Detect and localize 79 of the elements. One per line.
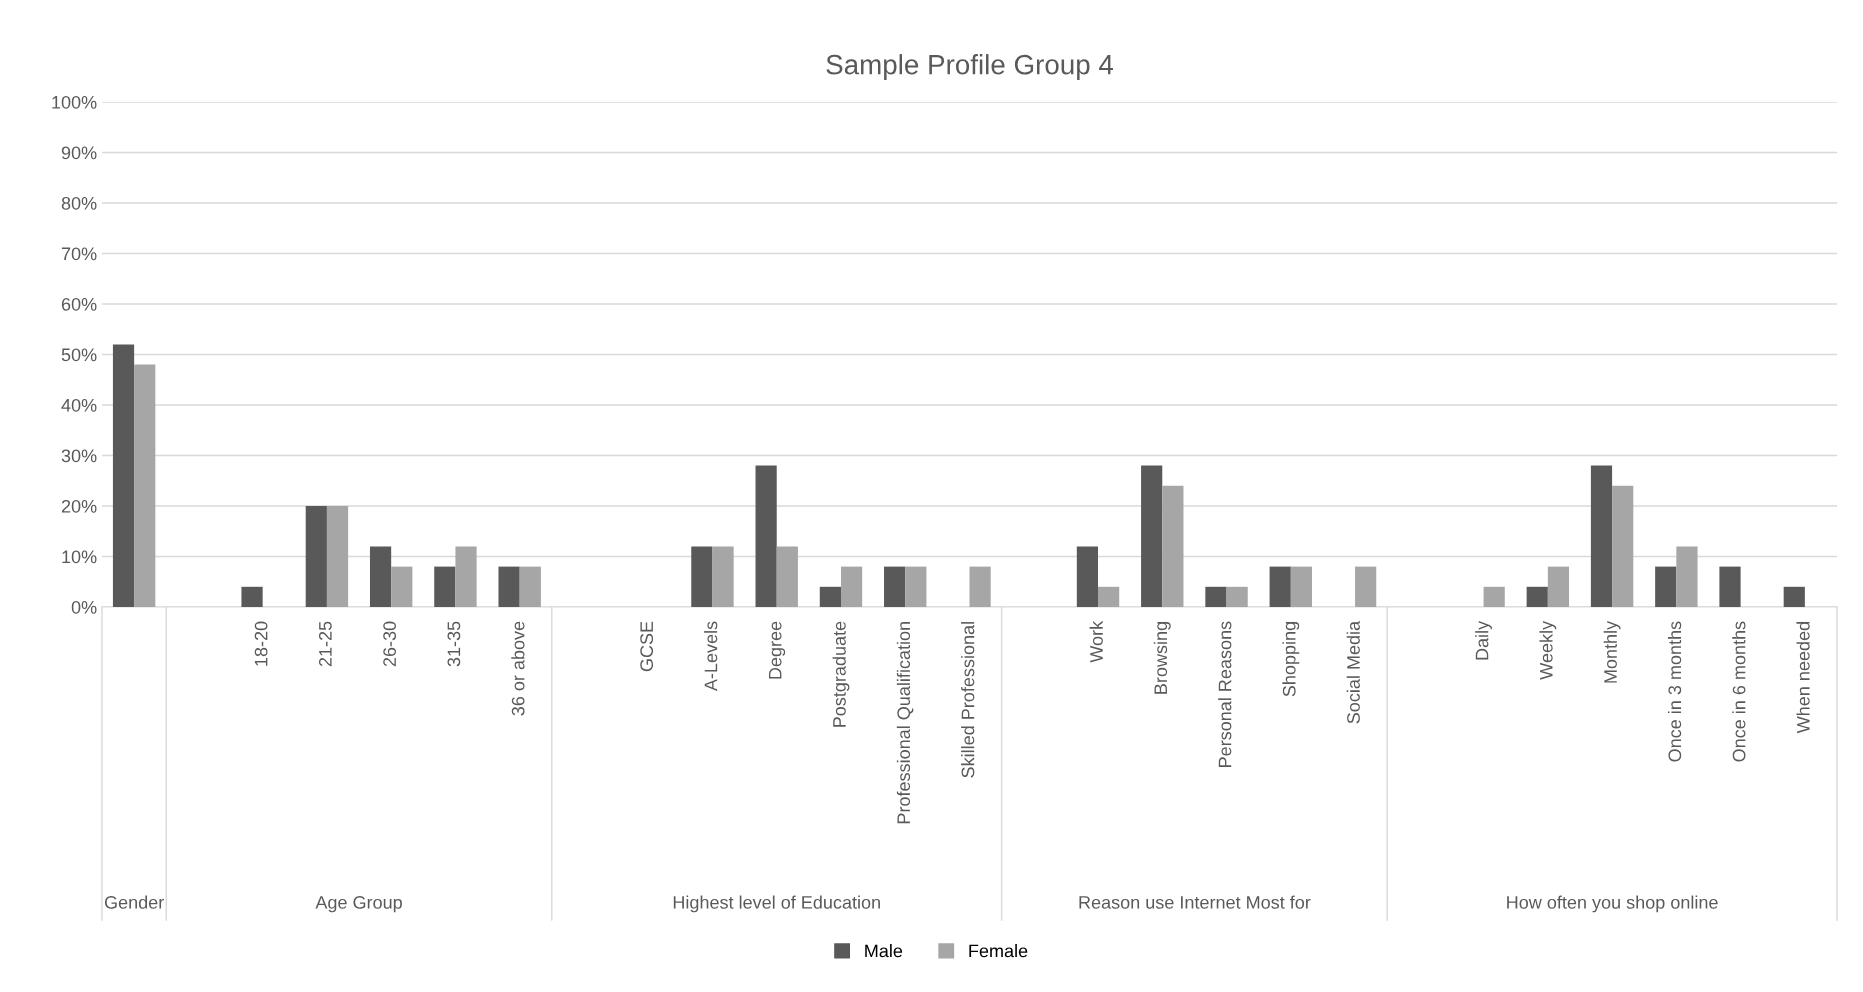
y-tick-label: 80% <box>61 196 97 210</box>
bar <box>1098 586 1120 607</box>
text: Age Group <box>315 896 402 913</box>
bar <box>1676 546 1698 607</box>
bar <box>1655 566 1677 607</box>
y-tick-label: 70% <box>61 247 97 261</box>
bar <box>969 566 991 607</box>
chart-title: Sample Profile Group 4 <box>826 54 1114 80</box>
x-tick-label: Professional Qualification <box>896 622 914 824</box>
bar <box>1612 485 1634 607</box>
y-tick-label: 20% <box>61 499 97 513</box>
x-tick-label: Browsing <box>1153 622 1171 694</box>
bar <box>434 566 456 607</box>
y-tick-label: 90% <box>61 146 97 160</box>
x-tick-label: Monthly <box>1603 620 1621 683</box>
x-tick-label: Postgraduate <box>832 621 850 727</box>
y-tick-label: 30% <box>61 449 97 463</box>
bar <box>1783 586 1805 607</box>
bar <box>112 344 135 607</box>
x-tick-label: 26-30 <box>383 621 397 667</box>
bar <box>691 546 713 607</box>
bar <box>1719 566 1741 607</box>
bar <box>905 566 927 607</box>
bar <box>1226 586 1248 607</box>
legend-label: Female <box>969 944 1028 958</box>
bar <box>755 465 777 607</box>
y-tick-label: 60% <box>61 297 97 311</box>
x-tick-label: Shopping <box>1282 622 1300 697</box>
x-tick-label: Skilled Professional <box>961 622 975 778</box>
x-tick-label: Work <box>1089 620 1103 663</box>
bar <box>1141 465 1163 607</box>
x-tick-label: 36 or above <box>511 621 525 716</box>
bar <box>840 566 863 607</box>
y-tick-label: 40% <box>61 398 97 412</box>
text: Gender <box>104 895 164 909</box>
bar <box>776 546 798 607</box>
text: Highest level of Education <box>673 895 880 913</box>
y-tick-label: 100% <box>52 95 97 109</box>
bar <box>1590 465 1613 607</box>
bar <box>1162 485 1184 607</box>
x-tick-label: 18-20 <box>254 621 268 666</box>
text: How often you shop online <box>1507 895 1718 913</box>
y-tick-label: 10% <box>62 550 97 564</box>
x-tick-label: Weekly <box>1539 620 1557 680</box>
bar <box>326 506 349 607</box>
bar <box>455 546 477 607</box>
bar <box>519 566 541 607</box>
bar <box>884 566 906 607</box>
x-tick-label: 21-25 <box>318 621 332 667</box>
x-tick-label: Once in 3 months <box>1667 621 1682 762</box>
bar <box>1526 586 1548 607</box>
bar <box>1547 566 1570 607</box>
bar <box>1483 586 1505 607</box>
bar <box>305 506 327 607</box>
x-tick-label: Personal Reasons <box>1218 621 1232 767</box>
x-tick-label: Daily <box>1475 620 1492 660</box>
bar <box>819 586 841 607</box>
x-tick-label: A-Levels <box>704 621 718 692</box>
bar <box>498 566 520 607</box>
x-tick-label: Social Media <box>1346 620 1360 724</box>
x-tick-label: 31-35 <box>447 621 461 667</box>
bar <box>1205 586 1227 607</box>
x-tick-label: Once in 6 months <box>1732 621 1746 762</box>
bar <box>369 546 392 607</box>
legend-label: Male <box>865 944 903 958</box>
y-tick-label: 0% <box>71 600 97 614</box>
x-tick-label: Degree <box>768 621 786 679</box>
bar <box>241 586 263 607</box>
bar <box>1076 546 1099 607</box>
y-tick-label: 50% <box>61 348 97 362</box>
bar <box>1269 566 1291 607</box>
text: Reason use Internet Most for <box>1079 895 1311 909</box>
x-tick-label: When needed <box>1796 622 1810 734</box>
bar <box>1290 566 1312 607</box>
bar <box>712 546 734 607</box>
bar <box>391 566 413 607</box>
x-tick-label: GCSE <box>640 621 654 672</box>
bar <box>1355 566 1377 607</box>
bar <box>134 364 156 607</box>
